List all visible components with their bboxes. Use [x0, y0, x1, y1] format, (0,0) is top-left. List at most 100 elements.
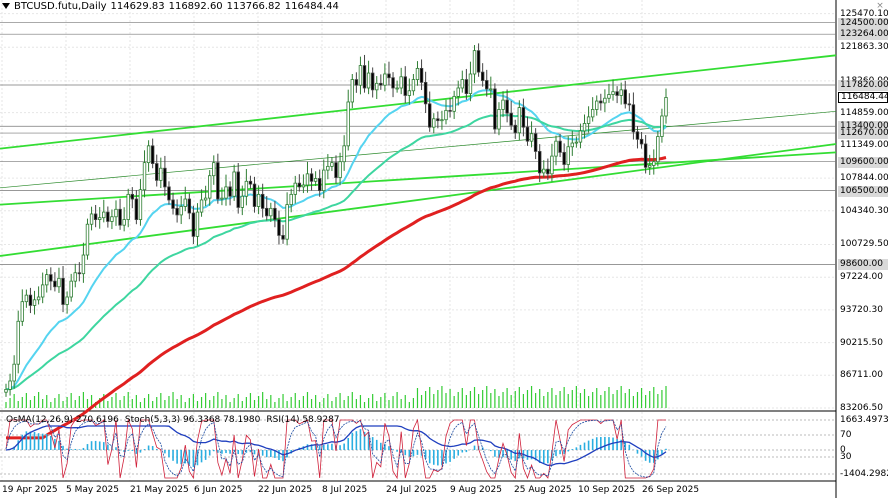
current-price-tag: 116484.44 — [838, 92, 888, 104]
price-tick: 114859.00 — [840, 107, 888, 118]
candle-body — [538, 151, 542, 174]
candle-body — [85, 223, 90, 256]
candle-body — [403, 76, 407, 96]
candle-body — [476, 50, 481, 73]
price-tick: 104340.30 — [840, 205, 888, 216]
candle-body — [362, 65, 367, 89]
candle-body — [118, 208, 122, 226]
close-value: 116484.44 — [284, 1, 339, 12]
level-tag: 123264.00 — [838, 29, 888, 41]
candle-body — [69, 280, 73, 298]
candle-body — [297, 182, 302, 188]
candle-body — [521, 107, 526, 128]
time-tick: 25 Aug 2025 — [514, 485, 572, 495]
candle-body — [513, 124, 517, 134]
candle-body — [81, 254, 86, 275]
candle-body — [20, 301, 24, 322]
channel-median — [0, 110, 837, 189]
candle-body — [505, 99, 509, 114]
stoch-line — [5, 418, 666, 480]
candle-body — [61, 277, 65, 305]
candle-body — [260, 193, 265, 209]
candle-body — [102, 211, 106, 219]
candle-body — [273, 207, 277, 220]
candle-body — [358, 65, 363, 86]
candle-body — [142, 162, 147, 191]
trend-channel[interactable] — [0, 54, 837, 257]
candle-body — [660, 115, 664, 137]
candle-body — [529, 133, 534, 142]
time-tick: 6 Jun 2025 — [194, 485, 243, 495]
time-tick: 22 Jun 2025 — [258, 485, 313, 495]
candle-body — [289, 193, 293, 206]
time-tick: 10 Sep 2025 — [578, 485, 636, 495]
candle-body — [236, 171, 240, 208]
candle-body — [318, 178, 322, 192]
candle-body — [509, 112, 513, 126]
candle-body — [187, 198, 192, 214]
candle-body — [199, 199, 204, 213]
candle-body — [631, 104, 636, 133]
price-tick: 121863.30 — [840, 42, 888, 53]
candle-body — [305, 173, 310, 186]
price-tick: 107844.00 — [840, 173, 888, 184]
close-icon[interactable]: × — [876, 1, 884, 11]
candle-body — [309, 173, 314, 182]
candle-body — [208, 175, 212, 199]
ema-mid-line — [5, 114, 667, 391]
candle-body — [586, 116, 591, 124]
candle-body — [203, 197, 208, 201]
candle-body — [175, 207, 179, 216]
level-tag: 109600.00 — [838, 156, 888, 168]
level-tag: 106500.00 — [838, 185, 888, 197]
channel-lower — [0, 143, 837, 257]
candle-body — [623, 89, 627, 105]
price-tick: 83206.50 — [840, 403, 883, 413]
candle-body — [566, 146, 570, 165]
level-tag: 112670.00 — [838, 128, 888, 140]
price-tick: 97224.00 — [840, 272, 883, 283]
collapse-triangle-icon[interactable] — [2, 3, 10, 9]
candle-body — [603, 97, 607, 104]
candle-body — [313, 178, 318, 182]
candle-body — [611, 91, 615, 95]
candle-body — [485, 80, 489, 90]
candle-body — [40, 284, 45, 298]
indicator-tick: 1663.4973 — [840, 415, 888, 425]
candle-body — [8, 380, 12, 390]
candle-body — [342, 145, 346, 163]
candle-body — [16, 320, 20, 365]
time-tick: 9 Aug 2025 — [450, 485, 502, 495]
candle-body — [65, 296, 69, 305]
candle-body — [228, 186, 232, 197]
candles — [4, 43, 668, 397]
candle-body — [285, 204, 289, 240]
candle-body — [220, 197, 224, 200]
price-tick: 86711.00 — [840, 370, 883, 381]
candle-body — [326, 165, 330, 171]
candle-body — [643, 143, 648, 168]
candle-body — [163, 167, 167, 188]
indicator-tick: 70 — [840, 430, 852, 440]
candle-body — [497, 109, 501, 130]
candle-body — [195, 211, 200, 237]
candle-body — [436, 118, 440, 122]
candle-body — [558, 140, 562, 153]
candle-body — [444, 109, 448, 121]
time-tick: 26 Sep 2025 — [642, 485, 700, 495]
indicator-tick: 0 — [840, 445, 846, 455]
candle-body — [24, 294, 29, 303]
candle-body — [379, 82, 383, 86]
candle-body — [265, 207, 269, 217]
candle-body — [570, 142, 574, 148]
candle-body — [554, 140, 558, 157]
candle-body — [277, 219, 281, 236]
volume-bars — [5, 386, 667, 408]
price-tick: 93720.30 — [840, 304, 883, 315]
candle-body — [256, 193, 261, 207]
candle-body — [110, 216, 114, 222]
candle-body — [159, 167, 163, 181]
candle-body — [387, 73, 391, 79]
candle-body — [122, 219, 126, 226]
